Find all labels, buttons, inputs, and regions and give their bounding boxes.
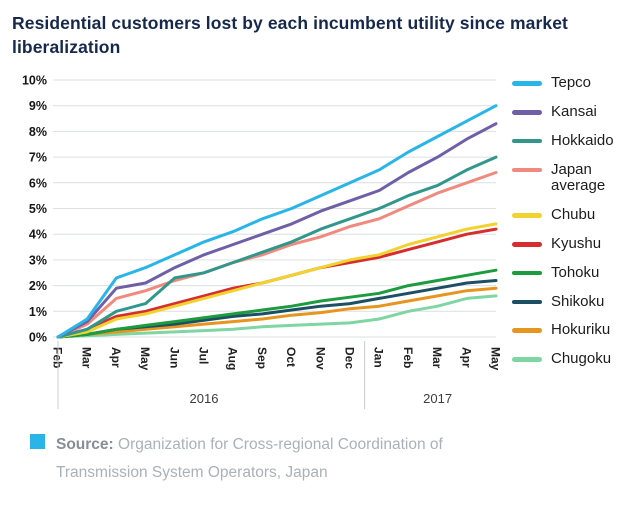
y-axis-tick-label: 5% <box>29 202 47 216</box>
legend-swatch-icon <box>512 138 542 144</box>
legend-swatch-icon <box>512 110 542 115</box>
x-axis-tick-label: Jul <box>197 347 211 364</box>
series-line-chubu <box>56 222 498 339</box>
x-axis-tick-label: Mar <box>430 347 444 369</box>
legend-item-tepco: Tepco <box>512 74 638 92</box>
chart-legend: Tepco Kansai Hokkaido Japan average Chubu Kyu… <box>512 74 638 380</box>
x-axis-tick-label: Dec <box>343 347 357 369</box>
y-axis-tick-label: 7% <box>29 151 47 165</box>
legend-label: Tepco <box>551 74 592 92</box>
series-line-japan-average <box>56 171 498 339</box>
legend-swatch-icon <box>512 328 542 333</box>
x-axis-tick-label: Apr <box>459 347 473 368</box>
y-axis-tick-label: 0% <box>29 331 47 345</box>
legend-swatch-icon <box>512 167 542 173</box>
x-axis-tick-label: Mar <box>80 347 94 369</box>
x-axis-tick-label: Apr <box>109 347 123 368</box>
chart-area: 0% 1% 2% 3% 4% 5% 6% 7% 8% 9% 10% Feb Mar Apr May Jun Ju… <box>6 67 640 415</box>
source-footer: Source: Organization for Cross-regional … <box>30 431 610 487</box>
source-bullet-icon <box>30 434 45 450</box>
source-label: Source: <box>56 436 114 454</box>
legend-item-hokkaido: Hokkaido <box>512 131 638 150</box>
legend-label: Kansai <box>551 103 597 121</box>
series-line-tepco <box>56 104 498 339</box>
source-body: Organization for Cross-regional Coordina… <box>56 436 443 482</box>
legend-item-tohoku: Tohoku <box>512 263 638 282</box>
legend-swatch-icon <box>512 270 542 276</box>
year-label: 2016 <box>190 391 219 406</box>
y-axis-tick-label: 10% <box>22 74 47 88</box>
legend-label: Chubu <box>551 206 596 224</box>
series-line-chugoku <box>56 294 498 339</box>
y-axis-tick-label: 8% <box>29 125 47 139</box>
x-axis-tick-label: May <box>138 347 152 371</box>
x-axis-tick-label: May <box>489 347 503 371</box>
legend-item-kyushu: Kyushu <box>512 235 638 253</box>
source-text: Source: Organization for Cross-regional … <box>56 431 506 487</box>
legend-label: Tohoku <box>551 263 600 281</box>
y-axis-tick-label: 4% <box>29 228 47 242</box>
y-axis-tick-label: 2% <box>29 279 47 293</box>
line-chart: 0% 1% 2% 3% 4% 5% 6% 7% 8% 9% 10% Feb Mar Apr May Jun Ju… <box>22 74 503 410</box>
series-line-kansai <box>56 122 498 339</box>
chart-title: Residential customers lost by each incum… <box>12 13 568 58</box>
series-line-hokuriku <box>56 286 498 339</box>
legend-label: Japan average <box>551 160 606 195</box>
legend-label: Shikoku <box>551 292 605 310</box>
legend-swatch-icon <box>512 81 542 86</box>
series-line-hokkaido <box>56 155 498 339</box>
x-axis-tick-label: Jan <box>372 347 386 368</box>
legend-swatch-icon <box>512 242 542 247</box>
y-axis-tick-label: 9% <box>29 99 47 113</box>
year-label: 2017 <box>423 391 452 406</box>
legend-item-shikoku: Shikoku <box>512 292 638 311</box>
x-axis-tick-label: Nov <box>313 347 327 370</box>
legend-label: Hokuriku <box>551 321 611 339</box>
x-axis-tick-label: Aug <box>226 347 240 370</box>
x-axis-tick-label: Jun <box>167 347 181 368</box>
legend-label: Kyushu <box>551 235 602 253</box>
legend-item-chugoku: Chugoku <box>512 350 638 368</box>
x-axis-tick-label: Oct <box>284 347 298 367</box>
x-axis-tick-label: Feb <box>401 347 415 368</box>
legend-item-japan-average: Japan average <box>512 160 638 196</box>
legend-item-kansai: Kansai <box>512 103 638 121</box>
series-line-tohoku <box>56 268 498 339</box>
legend-item-hokuriku: Hokuriku <box>512 322 638 339</box>
y-axis-tick-label: 6% <box>29 177 47 191</box>
legend-label: Chugoku <box>551 350 612 368</box>
legend-swatch-icon <box>512 213 542 218</box>
legend-item-chubu: Chubu <box>512 206 638 224</box>
legend-swatch-icon <box>512 299 542 305</box>
legend-swatch-icon <box>512 357 542 362</box>
legend-label: Hokkaido <box>551 131 614 149</box>
y-axis-tick-label: 1% <box>29 305 47 319</box>
y-axis-tick-label: 3% <box>29 254 47 268</box>
x-axis-tick-label: Sep <box>255 347 269 369</box>
